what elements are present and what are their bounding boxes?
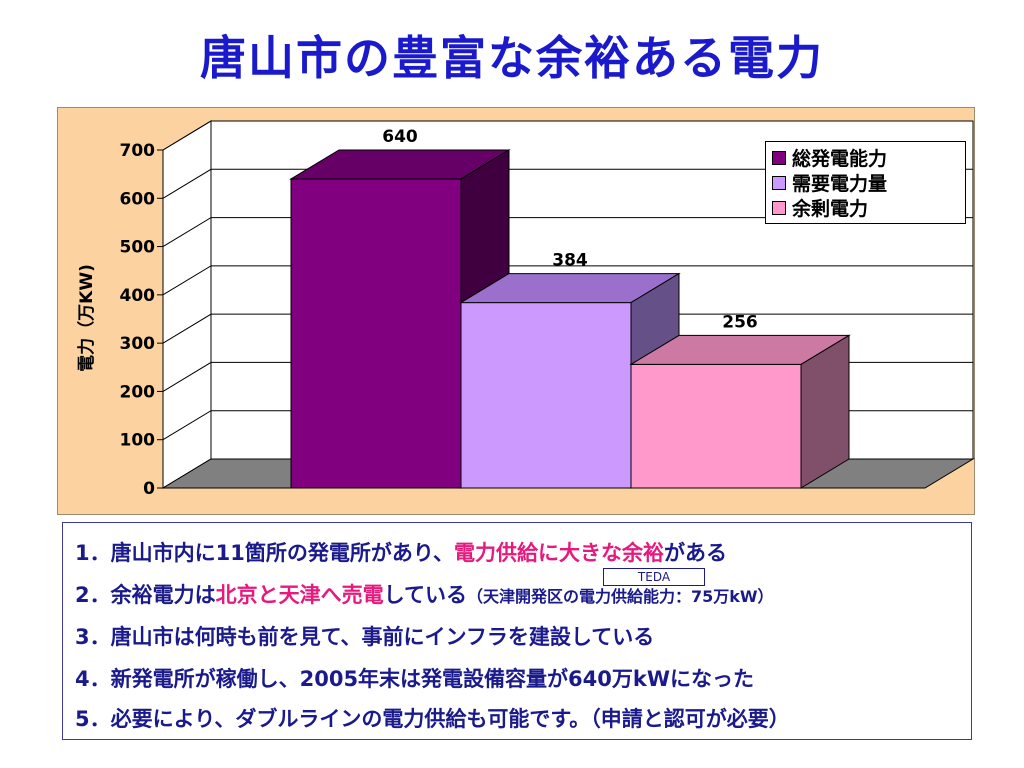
note-text: 1．唐山市内に11箇所の発電所があり、 bbox=[75, 541, 454, 565]
note-text: がある bbox=[664, 541, 727, 565]
note-1: 1．唐山市内に11箇所の発電所があり、電力供給に大きな余裕がある bbox=[75, 537, 727, 567]
legend-label: 総発電能力 bbox=[792, 148, 888, 170]
data-label: 640 bbox=[382, 127, 418, 147]
note-highlight: 北京と天津へ売電 bbox=[215, 583, 384, 607]
note-2: 2．余裕電力は北京と天津へ売電している（天津開発区の電力供給能力：75万kW） bbox=[75, 579, 774, 609]
gridline bbox=[162, 313, 973, 344]
bar bbox=[460, 302, 632, 489]
y-tick-label: 600 bbox=[120, 189, 156, 209]
data-label: 384 bbox=[552, 251, 588, 271]
note-highlight: 電力供給に大きな余裕 bbox=[454, 541, 664, 565]
legend-item-total: 総発電能力 bbox=[772, 145, 959, 170]
y-tick-label: 300 bbox=[120, 334, 156, 354]
chart-side-wall bbox=[162, 120, 212, 489]
legend-swatch-total bbox=[772, 150, 786, 165]
y-tick-label: 400 bbox=[120, 286, 156, 306]
teda-label: TEDA bbox=[603, 568, 705, 586]
note-aside: （天津開発区の電力供給能力：75万kW） bbox=[467, 587, 774, 606]
y-tick-label: 100 bbox=[120, 431, 156, 451]
legend-item-surplus: 余剰電力 bbox=[772, 195, 959, 220]
note-3: 3．唐山市は何時も前を見て、事前にインフラを建設している bbox=[75, 625, 655, 649]
y-axis-label: 電力（万KW) bbox=[76, 264, 97, 372]
gridline bbox=[162, 168, 973, 199]
notes-box: 1．唐山市内に11箇所の発電所があり、電力供給に大きな余裕がある 2．余裕電力は… bbox=[62, 522, 972, 740]
note-5: 5．必要により、ダブルラインの電力供給も可能です。（申請と認可が必要） bbox=[75, 707, 790, 731]
bar-chart: 0 100 200 300 400 500 600 700 電力（万KW) 640 384 256 bbox=[76, 120, 975, 499]
bar bbox=[290, 178, 462, 489]
page-title: 唐山市の豊富な余裕ある電力 bbox=[200, 31, 824, 85]
gridline bbox=[162, 265, 973, 296]
y-tick-label: 700 bbox=[120, 141, 156, 161]
legend-swatch-demand bbox=[772, 175, 786, 190]
y-tick-label: 500 bbox=[120, 238, 156, 258]
y-tick-label: 200 bbox=[120, 382, 156, 402]
bar-side bbox=[800, 334, 850, 489]
gridline bbox=[162, 120, 973, 151]
data-label: 256 bbox=[722, 312, 758, 332]
chart-legend: 総発電能力 需要電力量 余剰電力 bbox=[765, 141, 966, 224]
note-text: 2．余裕電力は bbox=[75, 583, 216, 607]
bar bbox=[630, 363, 802, 489]
legend-label: 需要電力量 bbox=[792, 173, 888, 195]
y-tick-label: 0 bbox=[143, 479, 155, 499]
legend-swatch-surplus bbox=[772, 200, 786, 215]
note-text: している bbox=[383, 583, 467, 607]
note-4: 4．新発電所が稼働し、2005年末は発電設備容量が640万kWになった bbox=[75, 667, 755, 691]
gridline bbox=[162, 217, 973, 247]
legend-label: 余剰電力 bbox=[792, 198, 869, 220]
legend-item-demand: 需要電力量 bbox=[772, 170, 959, 195]
